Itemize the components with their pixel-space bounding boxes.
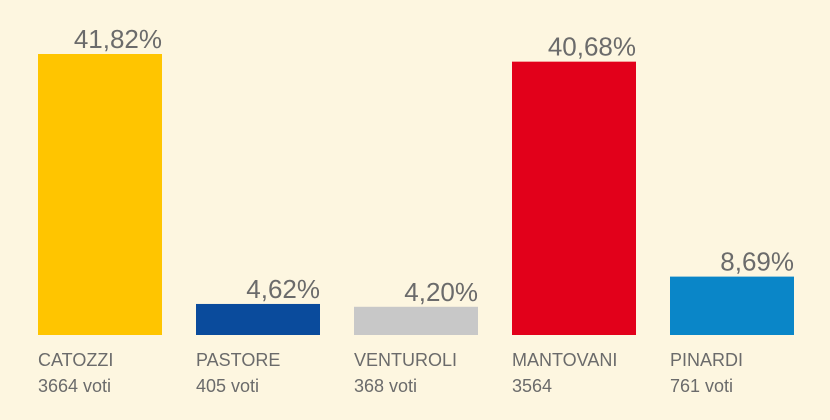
votes-label-pinardi: 761 voti (670, 376, 733, 396)
bar-catozzi (38, 54, 162, 335)
votes-label-mantovani: 3564 (512, 376, 552, 396)
category-label-pastore: PASTORE (196, 350, 280, 370)
value-label-mantovani: 40,68% (548, 32, 636, 62)
value-label-catozzi: 41,82% (74, 24, 162, 54)
category-label-catozzi: CATOZZI (38, 350, 113, 370)
bars-group (38, 54, 794, 335)
value-label-pinardi: 8,69% (720, 247, 794, 277)
bar-pastore (196, 303, 320, 335)
category-label-pinardi: PINARDI (670, 350, 743, 370)
category-label-venturoli: VENTUROLI (354, 350, 457, 370)
bar-venturoli (354, 306, 478, 335)
votes-label-venturoli: 368 voti (354, 376, 417, 396)
bar-pinardi (670, 276, 794, 335)
value-label-pastore: 4,62% (246, 274, 320, 304)
votes-label-pastore: 405 voti (196, 376, 259, 396)
labels-group: 41,82% CATOZZI 3664 voti 4,62% PASTORE 405 vo… (38, 24, 794, 396)
votes-label-catozzi: 3664 voti (38, 376, 111, 396)
bar-mantovani (512, 61, 636, 335)
category-label-mantovani: MANTOVANI (512, 350, 617, 370)
value-label-venturoli: 4,20% (404, 277, 478, 307)
